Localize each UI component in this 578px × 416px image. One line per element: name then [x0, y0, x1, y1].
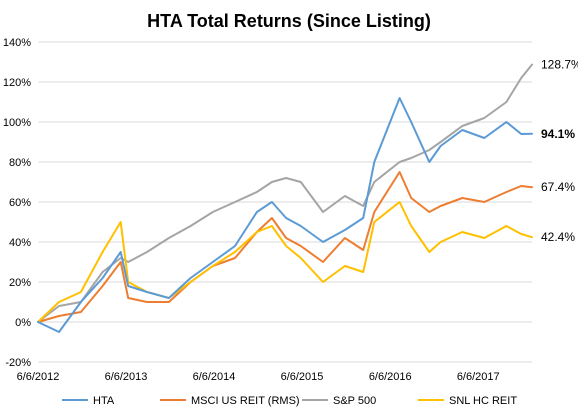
x-tick-label: 6/6/2015 [281, 371, 324, 383]
y-tick-label: 20% [9, 277, 31, 289]
end-labels: 94.1% 67.4% 128.7% 42.4% [541, 58, 578, 245]
y-tick-label: 60% [9, 197, 31, 209]
legend-label: SNL HC REIT [449, 395, 517, 407]
end-label: 42.4% [541, 230, 575, 244]
series-lines [37, 63, 533, 333]
end-label: 67.4% [541, 180, 575, 194]
legend-label: HTA [93, 395, 115, 407]
x-axis-ticks: 6/6/2012 6/6/2013 6/6/2014 6/6/2015 6/6/2016… [17, 371, 500, 383]
end-label: 128.7% [541, 58, 578, 72]
chart-title: HTA Total Returns (Since Listing) [147, 11, 431, 31]
x-tick-label: 6/6/2017 [457, 371, 500, 383]
end-label: 94.1% [541, 127, 575, 141]
x-tick-label: 6/6/2013 [105, 371, 148, 383]
legend-label: MSCI US REIT (RMS) [191, 395, 300, 407]
series-line-hta [37, 97, 533, 333]
y-tick-label: 40% [9, 237, 31, 249]
gridlines [38, 41, 532, 363]
series-line-s-p-500 [37, 63, 533, 323]
legend-label: S&P 500 [333, 395, 376, 407]
y-tick-label: 80% [9, 157, 31, 169]
x-tick-label: 6/6/2016 [369, 371, 412, 383]
x-tick-label: 6/6/2012 [17, 371, 60, 383]
series-line-msci-us-reit-rms [37, 171, 533, 323]
y-tick-label: 120% [3, 77, 31, 89]
y-tick-label: -20% [5, 357, 31, 369]
series-line-snl-hc-reit [37, 201, 533, 323]
y-tick-label: 100% [3, 117, 31, 129]
y-axis-ticks: -20% 0% 20% 40% 60% 80% 100% 120% 140% [3, 37, 31, 369]
y-tick-label: 0% [15, 317, 31, 329]
legend: HTA MSCI US REIT (RMS) S&P 500 SNL HC REIT [62, 395, 517, 407]
x-tick-label: 6/6/2014 [193, 371, 236, 383]
y-tick-label: 140% [3, 37, 31, 49]
